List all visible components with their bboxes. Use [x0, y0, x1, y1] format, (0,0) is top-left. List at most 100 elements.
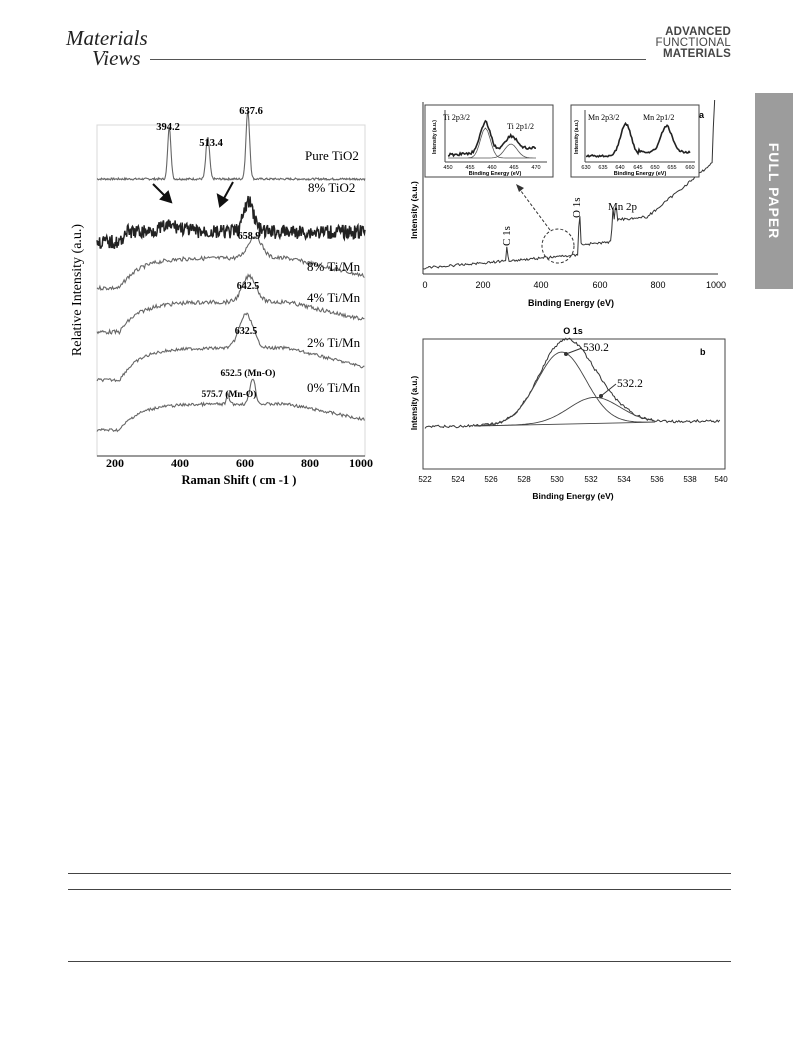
- o1s-xtick-526: 526: [484, 475, 498, 484]
- advanced-functional-materials-logo: ADVANCED FUNCTIONAL MATERIALS: [655, 26, 731, 60]
- inset-ti2p: Ti 2p3/2 Ti 2p1/2 450 455 460 465 470 Bi…: [424, 104, 554, 178]
- xps-xtick-0: 0: [422, 280, 427, 290]
- series-label-8pct-timn: 8% Ti/Mn: [307, 259, 361, 274]
- raman-xtick-600: 600: [236, 456, 254, 470]
- raman-spectra-lines: [96, 110, 366, 433]
- o1s-title: O 1s: [563, 326, 583, 336]
- xps-xtick-400: 400: [533, 280, 548, 290]
- peak-label-659: 658.9: [238, 231, 261, 242]
- materials-views-logo: Materials Views: [66, 26, 148, 70]
- ti-xtick-450: 450: [443, 165, 452, 171]
- o1s-xtick-528: 528: [517, 475, 531, 484]
- mn-xtick-640: 640: [615, 165, 624, 171]
- o1s-xtick-522: 522: [418, 475, 432, 484]
- raman-spectra-figure: 200 400 600 800 1000 Raman Shift ( cm -1…: [70, 106, 373, 487]
- inset-ti2p-fit-peaks: [448, 127, 536, 159]
- xps-xtick-600: 600: [592, 280, 607, 290]
- peak-label-394: 394.2: [156, 122, 180, 133]
- peak-label-575-mno: 575.7 (Mn-O): [202, 389, 257, 400]
- o1s-arrow-530-head: [564, 352, 568, 356]
- logo-materials: MATERIALS: [662, 48, 731, 60]
- raman-arrows: [152, 181, 234, 208]
- raman-plot-frame: [96, 124, 366, 457]
- table-header-rule: [68, 889, 731, 890]
- o1s-xtick-538: 538: [683, 475, 697, 484]
- header-rule: [150, 59, 646, 60]
- ti-xtick-470: 470: [531, 165, 540, 171]
- mn-xtick-655: 655: [667, 165, 676, 171]
- o1s-spectrum: [424, 337, 721, 429]
- o1s-xtick-540: 540: [714, 475, 728, 484]
- inset-ti2p-label-1-2: Ti 2p1/2: [507, 122, 534, 131]
- o1s-arrow-532: [600, 383, 617, 397]
- xps-xtick-1000: 1000: [706, 280, 726, 290]
- logo-line-1: Materials: [66, 26, 148, 50]
- series-label-8pct-tio2: 8% TiO2: [308, 180, 355, 195]
- peak-label-652-mno: 652.5 (Mn-O): [221, 368, 276, 379]
- o1s-xtick-524: 524: [451, 475, 465, 484]
- inset-mn2p: Mn 2p3/2 Mn 2p1/2 630 635 640 645 650 65…: [570, 104, 700, 178]
- series-label-4pct-timn: 4% Ti/Mn: [307, 290, 361, 305]
- ti-xtick-460: 460: [487, 165, 496, 171]
- mn-xtick-635: 635: [598, 165, 607, 171]
- xps-xtick-200: 200: [475, 280, 490, 290]
- o1s-xtick-534: 534: [617, 475, 631, 484]
- o1s-xtick-530: 530: [550, 475, 564, 484]
- table-top-rule: [68, 873, 731, 874]
- raman-xtick-400: 400: [171, 456, 189, 470]
- series-label-0pct-timn: 0% Ti/Mn: [307, 380, 361, 395]
- inset-ti2p-ticks: 450 455 460 465 470: [443, 165, 540, 171]
- inset-mn2p-label-3-2: Mn 2p3/2: [588, 113, 619, 122]
- ti2p-region-circle: [541, 228, 575, 264]
- raman-x-axis-label: Raman Shift ( cm -1 ): [182, 473, 297, 487]
- raman-8pct-tio2-line: [96, 195, 366, 249]
- o1s-y-label: Intensity (a.u.): [410, 376, 419, 431]
- ti-xtick-455: 455: [465, 165, 474, 171]
- annotation-mn2p: Mn 2p: [608, 201, 638, 213]
- inset-mn2p-x-label: Binding Energy (eV): [614, 171, 667, 177]
- table-bottom-rule: [68, 961, 731, 962]
- o1s-peak-label-530: 530.2: [583, 342, 609, 354]
- o1s-peak-label-532: 532.2: [617, 378, 643, 390]
- raman-x-ticks: 200 400 600 800 1000: [106, 456, 373, 470]
- raman-xtick-200: 200: [106, 456, 124, 470]
- arrow-left-head: [159, 190, 173, 204]
- ti-xtick-465: 465: [509, 165, 518, 171]
- xps-survey-x-ticks: 0 200 400 600 800 1000: [422, 280, 726, 290]
- series-label-2pct-timn: 2% Ti/Mn: [307, 335, 361, 350]
- mn-xtick-630: 630: [581, 165, 590, 171]
- section-tab: FULL PAPER: [755, 93, 793, 289]
- peak-label-642: 642.5: [237, 281, 260, 292]
- raman-xtick-1000: 1000: [349, 456, 373, 470]
- peak-label-632: 632.5: [235, 326, 258, 337]
- o1s-arrow-532-head: [599, 394, 603, 398]
- panel-label-a: a: [699, 110, 705, 120]
- annotation-c1s: C 1s: [501, 226, 513, 246]
- xps-survey-figure: 0 200 400 600 800 1000 Binding Energy (e…: [409, 100, 731, 308]
- peak-label-513: 513.4: [199, 138, 223, 149]
- inset-ti2p-x-label: Binding Energy (eV): [469, 171, 522, 177]
- inset-ti2p-frame: [424, 104, 554, 178]
- arrow-right-head: [216, 193, 229, 208]
- dashed-leader-line: [517, 186, 551, 231]
- logo-line-2: Views: [92, 46, 141, 70]
- annotation-o1s: O 1s: [571, 198, 583, 218]
- leader-arrow-head: [516, 184, 524, 192]
- inset-mn2p-y-label: Intensity (a.u.): [574, 120, 580, 154]
- inset-ti2p-spectrum: [447, 119, 537, 158]
- o1s-fit-peaks: [474, 351, 656, 427]
- inset-mn2p-ticks: 630 635 640 645 650 655 660: [581, 165, 694, 171]
- logo-functional: FUNCTIONAL: [655, 37, 731, 49]
- mn-xtick-660: 660: [685, 165, 694, 171]
- xps-survey-y-label: Intensity (a.u.): [409, 181, 419, 239]
- section-tab-label: FULL PAPER: [766, 142, 782, 240]
- xps-survey-x-label: Binding Energy (eV): [528, 298, 614, 308]
- inset-mn2p-label-1-2: Mn 2p1/2: [643, 113, 674, 122]
- raman-xtick-800: 800: [301, 456, 319, 470]
- raman-y-axis-label: Relative Intensity (a.u.): [70, 224, 85, 357]
- mn-xtick-645: 645: [633, 165, 642, 171]
- o1s-arrow-530: [565, 347, 583, 355]
- inset-ti2p-y-label: Intensity (a.u.): [432, 120, 438, 154]
- mn-xtick-650: 650: [650, 165, 659, 171]
- o1s-xtick-536: 536: [650, 475, 664, 484]
